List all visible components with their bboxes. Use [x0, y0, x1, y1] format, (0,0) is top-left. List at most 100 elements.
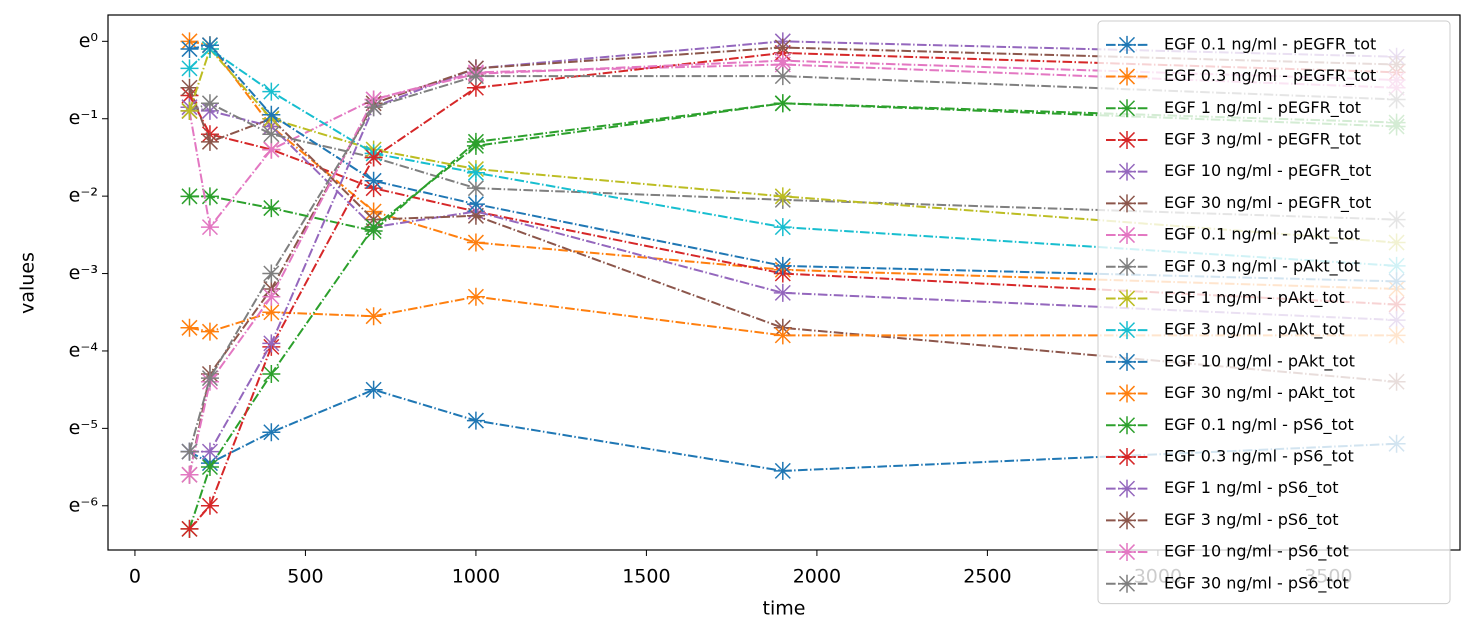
marker: [466, 233, 485, 252]
plot-frame: [107, 14, 1461, 551]
legend-label: EGF 0.1 ng/ml - pS6_tot: [1164, 415, 1354, 435]
marker: [1118, 416, 1136, 435]
marker: [773, 461, 792, 480]
marker: [773, 94, 792, 113]
marker: [1118, 321, 1136, 340]
marker: [364, 98, 383, 117]
marker: [364, 171, 383, 190]
legend-label: EGF 1 ng/ml - pEGFR_tot: [1164, 98, 1361, 118]
marker: [262, 423, 281, 442]
legend-label: EGF 0.1 ng/ml - pAkt_tot: [1164, 225, 1360, 245]
marker: [1118, 257, 1136, 276]
legend-label: EGF 0.1 ng/ml - pEGFR_tot: [1164, 34, 1376, 54]
marker: [180, 59, 199, 78]
legend-box: [1097, 20, 1451, 605]
legend-label: EGF 0.3 ng/ml - pS6_tot: [1164, 446, 1354, 466]
marker: [1118, 384, 1136, 403]
legend-label: EGF 10 ng/ml - pS6_tot: [1164, 542, 1349, 562]
marker: [180, 78, 199, 97]
marker: [466, 136, 485, 155]
y-tick-label: e⁰: [79, 30, 98, 52]
x-tick-label: 0: [129, 566, 141, 588]
y-axis-label: values: [17, 252, 39, 314]
legend: EGF 0.1 ng/ml - pEGFR_tot EGF 0.3 ng/ml -…: [1097, 20, 1451, 605]
marker: [773, 326, 792, 345]
marker: [466, 206, 485, 225]
legend-label: EGF 30 ng/ml - pAkt_tot: [1164, 383, 1355, 403]
marker: [180, 519, 199, 538]
x-tick-label: 1500: [622, 566, 670, 588]
marker: [200, 369, 219, 388]
marker: [1118, 479, 1136, 498]
marker: [262, 287, 281, 306]
marker: [773, 187, 792, 206]
x-tick-label: 500: [287, 566, 323, 588]
legend-label: EGF 1 ng/ml - pAkt_tot: [1164, 288, 1345, 308]
y-tick-label: e⁻¹: [69, 107, 98, 129]
marker: [262, 140, 281, 159]
marker: [180, 465, 199, 484]
plot-area: [180, 32, 1406, 538]
marker: [262, 264, 281, 283]
marker: [262, 199, 281, 218]
marker: [262, 82, 281, 101]
marker: [466, 287, 485, 306]
legend-label: EGF 0.3 ng/ml - pEGFR_tot: [1164, 66, 1376, 86]
marker: [1118, 35, 1136, 54]
legend-label: EGF 10 ng/ml - pEGFR_tot: [1164, 161, 1371, 181]
y-tick-label: e⁻⁵: [69, 417, 98, 439]
marker: [200, 496, 219, 515]
y-tick-label: e⁻⁶: [69, 494, 98, 516]
marker: [364, 380, 383, 399]
marker: [1118, 194, 1136, 213]
marker: [180, 187, 199, 206]
marker: [262, 125, 281, 144]
marker: [262, 105, 281, 124]
marker: [1118, 226, 1136, 245]
marker: [466, 195, 485, 214]
marker: [262, 365, 281, 384]
marker: [200, 442, 219, 461]
legend-label: EGF 3 ng/ml - pAkt_tot: [1164, 320, 1345, 340]
marker: [200, 322, 219, 341]
marker: [200, 36, 219, 55]
marker: [773, 38, 792, 57]
marker: [364, 307, 383, 326]
marker: [466, 163, 485, 182]
marker: [1118, 543, 1136, 562]
y-tick-label: e⁻²: [69, 185, 98, 207]
marker: [180, 40, 199, 59]
marker: [180, 101, 199, 120]
marker: [262, 303, 281, 322]
x-axis-label: time: [763, 598, 806, 620]
marker: [1118, 352, 1136, 371]
marker: [364, 148, 383, 167]
legend-label: EGF 30 ng/ml - pEGFR_tot: [1164, 193, 1371, 213]
marker: [773, 256, 792, 275]
marker: [180, 442, 199, 461]
legend-label: EGF 10 ng/ml - pAkt_tot: [1164, 351, 1355, 371]
legend-label: EGF 30 ng/ml - pS6_tot: [1164, 573, 1349, 593]
marker: [1118, 130, 1136, 149]
marker: [466, 78, 485, 97]
legend-label: EGF 1 ng/ml - pS6_tot: [1164, 478, 1339, 498]
marker: [1118, 162, 1136, 181]
marker: [200, 187, 219, 206]
marker: [180, 318, 199, 337]
marker: [1118, 511, 1136, 530]
x-tick-label: 1000: [452, 566, 500, 588]
marker: [1118, 99, 1136, 118]
marker: [200, 94, 219, 113]
marker: [466, 67, 485, 86]
marker: [466, 411, 485, 430]
marker: [773, 218, 792, 237]
marker: [773, 67, 792, 86]
x-tick-label: 2500: [963, 566, 1011, 588]
marker: [466, 179, 485, 198]
legend-label: EGF 0.3 ng/ml - pAkt_tot: [1164, 256, 1360, 276]
marker: [773, 283, 792, 302]
marker: [262, 334, 281, 353]
marker: [200, 218, 219, 237]
legend-label: EGF 3 ng/ml - pEGFR_tot: [1164, 129, 1361, 149]
